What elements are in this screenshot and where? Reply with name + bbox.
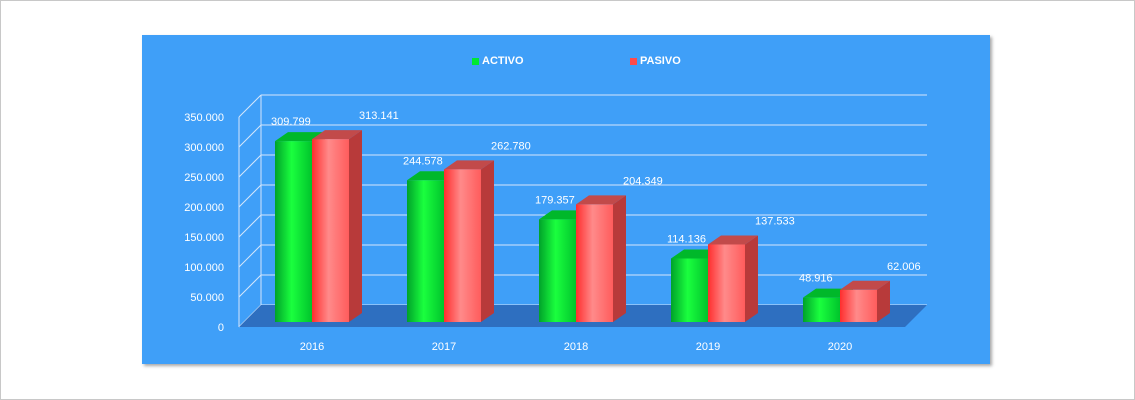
gridline-depth [238, 274, 262, 298]
bar-pasivo-2017-top [444, 160, 494, 170]
y-tick-label: 100.000 [184, 262, 224, 274]
bar-pasivo-2020-top [840, 280, 890, 290]
data-label-activo-2017: 244.578 [403, 155, 443, 167]
bar-pasivo-2019-side [745, 235, 758, 322]
data-label-activo-2018: 179.357 [535, 194, 575, 206]
data-label-pasivo-2018: 204.349 [623, 175, 663, 187]
y-tick-label: 200.000 [184, 202, 224, 214]
y-tick-label: 350.000 [184, 112, 224, 124]
bar-pasivo-2018-side [613, 195, 626, 322]
legend-item-activo: ACTIVO [472, 55, 524, 67]
bar-activo-2017 [407, 180, 444, 322]
legend-label-pasivo: PASIVO [640, 55, 681, 67]
bar-pasivo-2019 [708, 244, 745, 322]
y-tick-label: 250.000 [184, 172, 224, 184]
x-tick-label-2016: 2016 [300, 341, 324, 353]
x-tick-label-2019: 2019 [696, 341, 720, 353]
bar-pasivo-2019-top [708, 235, 758, 245]
gridline-depth [238, 94, 262, 118]
y-tick-label: 50.000 [190, 292, 224, 304]
legend-swatch-pasivo [630, 57, 637, 65]
bar-activo-2020 [803, 297, 840, 322]
bar-pasivo-2016-top [312, 130, 362, 140]
bar-activo-2018 [539, 219, 576, 322]
data-label-pasivo-2019: 137.533 [755, 215, 795, 227]
gridline-depth [238, 214, 262, 238]
data-label-pasivo-2016: 313.141 [359, 110, 399, 122]
y-tick-label: 300.000 [184, 142, 224, 154]
bar-pasivo-2018 [576, 204, 613, 322]
data-label-activo-2020: 48.916 [799, 273, 833, 285]
gridline-depth [238, 244, 262, 268]
data-label-pasivo-2020: 62.006 [887, 261, 921, 273]
bar-pasivo-2017 [444, 169, 481, 322]
bar-activo-2016 [275, 141, 312, 322]
data-label-activo-2016: 309.799 [271, 116, 311, 128]
bar-pasivo-2016-side [349, 130, 362, 322]
data-label-activo-2019: 114.136 [667, 234, 706, 246]
gridline-depth [238, 154, 262, 178]
bar-activo-2019 [671, 258, 708, 322]
gridline-depth [238, 184, 262, 208]
y-tick-label: 150.000 [184, 232, 224, 244]
bar-pasivo-2016 [312, 139, 349, 322]
gridline-depth [238, 124, 262, 148]
bar-pasivo-2020 [840, 289, 877, 322]
y-tick-label: 0 [218, 322, 224, 334]
x-tick-label-2020: 2020 [828, 341, 852, 353]
bar-pasivo-2018-top [576, 195, 626, 205]
bar-pasivo-2017-side [481, 160, 494, 322]
x-tick-label-2017: 2017 [432, 341, 456, 353]
legend-item-pasivo: PASIVO [630, 55, 681, 67]
bar-pasivo-2020-side [877, 280, 890, 322]
legend-swatch-activo [472, 57, 479, 65]
chart-legend: ACTIVO PASIVO [0, 55, 1135, 71]
legend-label-activo: ACTIVO [482, 55, 524, 67]
x-tick-label-2018: 2018 [564, 341, 588, 353]
data-label-pasivo-2017: 262.780 [491, 140, 531, 152]
